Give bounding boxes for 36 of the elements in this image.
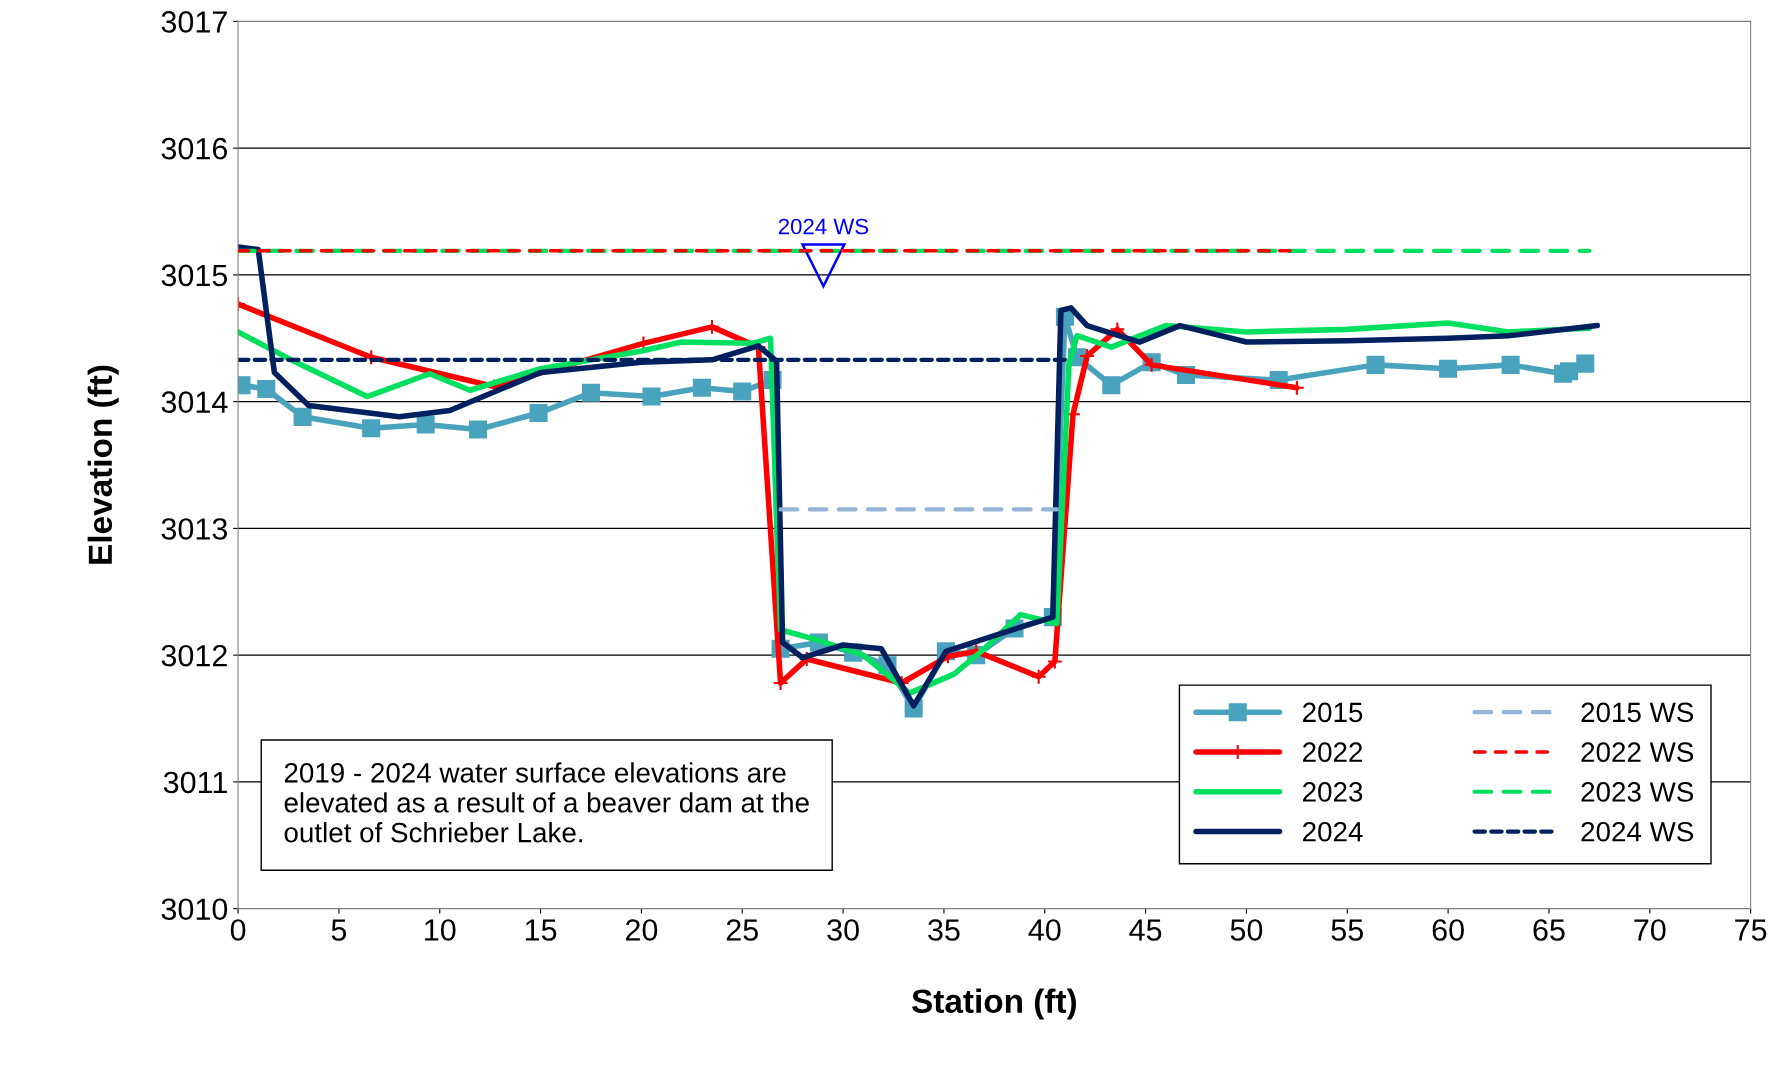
x-tick-label: 40 — [1028, 919, 1061, 941]
x-tick-label: 30 — [827, 919, 859, 941]
legend-label: 2023 — [1303, 782, 1363, 802]
y-tick-label: 3016 — [161, 137, 228, 160]
y-axis-title: Elevation (ft) — [87, 365, 119, 564]
annotation: 2019 - 2024 water surface elevations are elevated as a result of a beaver dam at the outlet of Schrieber Lake. — [284, 762, 809, 843]
legend-label: 2023 WS — [1581, 782, 1694, 802]
x-tick-label: 5 — [331, 919, 347, 941]
legend-label: 2015 WS — [1581, 702, 1694, 723]
y-tick-label: 3015 — [161, 264, 228, 287]
x-tick-label: 15 — [525, 919, 557, 941]
x-tick-label: 20 — [625, 919, 658, 941]
y-tick-label: 3011 — [163, 771, 227, 794]
legend-label: 2022 WS — [1581, 742, 1694, 762]
y-tick-label: 3017 — [161, 11, 227, 33]
x-tick-label: 25 — [726, 919, 758, 941]
x-tick-label: 50 — [1230, 919, 1263, 941]
x-tick-label: 45 — [1129, 919, 1162, 941]
y-tick-label: 3012 — [161, 644, 227, 667]
y-tick-label: 3010 — [161, 898, 228, 921]
x-tick-label: 75 — [1735, 919, 1767, 941]
legend-label: 2024 WS — [1581, 821, 1694, 842]
x-tick-label: 0 — [230, 919, 246, 941]
x-tick-label: 60 — [1432, 919, 1464, 941]
x-tick-label: 65 — [1533, 919, 1565, 941]
y-tick-label: 3014 — [161, 391, 228, 414]
y-tick-label: 3013 — [161, 518, 228, 540]
legend-label: 2024 — [1303, 821, 1363, 842]
x-tick-label: 35 — [928, 919, 960, 941]
x-tick-label: 10 — [425, 919, 456, 941]
x-tick-label: 70 — [1634, 919, 1666, 941]
x-tick-label: 55 — [1331, 919, 1363, 941]
x-axis-title: Station (ft) — [912, 988, 1076, 1020]
legend-label: 2015 — [1303, 702, 1363, 723]
legend-label: 2022 — [1303, 742, 1363, 762]
annotation: 2024 WS — [778, 218, 869, 235]
